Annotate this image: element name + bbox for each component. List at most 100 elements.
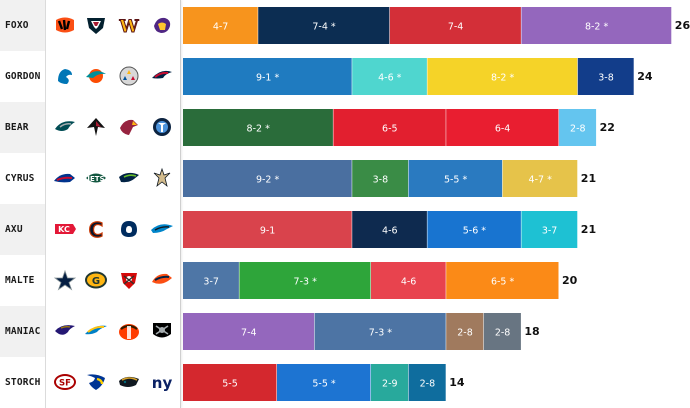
stacked-bar: 4-7 7-4 * 7-4 8-2 *: [183, 7, 672, 44]
segment-label: 3-8: [598, 73, 614, 84]
bar-svg: 3-7 7-3 * 4-6 6-5 *: [183, 262, 559, 299]
bar-segment: [183, 109, 334, 146]
player-name-cell: FOXO: [0, 0, 46, 51]
titans-logo-icon: [149, 116, 175, 138]
bar-segment: [183, 7, 259, 44]
row-total: 20: [562, 274, 578, 287]
segment-label: 3-7: [203, 277, 219, 288]
dolphins-logo-icon: [83, 65, 109, 87]
segment-label: 6-5: [382, 124, 398, 135]
bar-segment: [258, 7, 390, 44]
ravens-logo-icon: [52, 320, 78, 342]
player-name: STORCH: [5, 377, 41, 388]
browns-logo-icon: [116, 320, 142, 342]
bar-segment: [521, 7, 672, 44]
49ers-logo-icon: SF: [52, 371, 78, 393]
player-name-cell: AXU: [0, 204, 46, 255]
player-row: AXU KC C 9-1 4-6 5-6 * 3-7 21: [0, 204, 690, 255]
segment-label: 8-2 *: [491, 73, 515, 84]
player-row: BEAR 8-2 * 6-5 6-4 2-8 22: [0, 102, 690, 153]
bar-segment: [314, 313, 447, 350]
player-row: CYRUS JETS 9-2 * 3-8 5-5 * 4-7 * 21: [0, 153, 690, 204]
row-total: 26: [674, 19, 690, 32]
texans-logo-icon: [83, 14, 109, 36]
jets-logo-icon: JETS: [83, 167, 109, 189]
segment-label: 7-3 *: [294, 277, 318, 288]
segment-label: 6-5 *: [491, 277, 515, 288]
segment-label: 5-5 *: [312, 379, 336, 390]
bar-segment: [371, 262, 447, 299]
bar-segment: [183, 313, 315, 350]
player-row: STORCH SF ny 5-5 5-5 * 2-9 2-8 14: [0, 357, 690, 408]
bar-segment: [446, 313, 484, 350]
bar-segment: [352, 160, 409, 197]
row-total: 21: [580, 223, 597, 236]
stacked-bar: 9-1 4-6 5-6 * 3-7: [183, 211, 578, 248]
bar-segment: [521, 211, 578, 248]
svg-text:W: W: [118, 17, 139, 36]
bar-segment: [183, 58, 353, 95]
stacked-bar: 7-4 7-3 * 2-8 2-8: [183, 313, 522, 350]
bar-segment: [277, 364, 371, 401]
cardinals-logo-icon: [116, 116, 142, 138]
bar-segment: [446, 262, 559, 299]
team-logos: G: [46, 255, 180, 306]
team-logos: JETS: [46, 153, 180, 204]
bar-segment: [577, 58, 635, 95]
player-row: MANIAC 7-4 7-3 * 2-8 2-8 18: [0, 306, 690, 357]
segment-label: 7-4: [448, 22, 464, 33]
rams-logo-icon: [83, 371, 109, 393]
player-name: FOXO: [5, 20, 29, 31]
team-logos: W: [46, 0, 180, 51]
falcons-logo-icon: [83, 116, 109, 138]
raiders-logo-icon: [149, 320, 175, 342]
player-name: CYRUS: [5, 173, 35, 184]
bar-segment: [183, 364, 277, 401]
stacked-bar: 9-2 * 3-8 5-5 * 4-7 *: [183, 160, 578, 197]
stacked-bar: 3-7 7-3 * 4-6 6-5 *: [183, 262, 559, 299]
bar-segment: [408, 364, 447, 401]
segment-label: 4-6 *: [378, 73, 402, 84]
chargers-logo-icon: [83, 320, 109, 342]
stacked-bar: 8-2 * 6-5 6-4 2-8: [183, 109, 597, 146]
bar-segment: [333, 109, 447, 146]
bar-segment: [352, 58, 428, 95]
bengals-logo-icon: [52, 14, 78, 36]
segment-label: 2-9: [382, 379, 398, 390]
segment-label: 7-3 *: [369, 328, 393, 339]
segment-label: 2-8: [457, 328, 473, 339]
bills-logo-icon: [52, 167, 78, 189]
player-name-cell: BEAR: [0, 102, 46, 153]
panthers-logo-icon: [149, 218, 175, 240]
bar-segment: [408, 160, 503, 197]
segment-label: 4-6: [382, 226, 398, 237]
team-logos: [46, 306, 180, 357]
stacked-bar: 5-5 5-5 * 2-9 2-8: [183, 364, 447, 401]
segment-label: 2-8: [570, 124, 586, 135]
bar-segment: [446, 109, 559, 146]
chiefs-logo-icon: KC: [52, 218, 78, 240]
bar-segment: [239, 262, 371, 299]
svg-text:JETS: JETS: [86, 175, 104, 183]
segment-label: 5-6 *: [463, 226, 487, 237]
team-logos: KC C: [46, 204, 180, 255]
player-row: MALTE G 3-7 7-3 * 4-6 6-5 * 20: [0, 255, 690, 306]
segment-label: 9-1: [260, 226, 276, 237]
bar-segment: [427, 211, 522, 248]
player-name-cell: CYRUS: [0, 153, 46, 204]
bar-segment: [352, 211, 428, 248]
segment-label: 9-2 *: [256, 175, 280, 186]
player-name: BEAR: [5, 122, 29, 133]
seahawks-logo-icon: [116, 167, 142, 189]
svg-text:G: G: [92, 276, 100, 287]
player-name: GORDON: [5, 71, 41, 82]
segment-label: 4-6: [401, 277, 417, 288]
bar-segment: [389, 7, 522, 44]
segment-label: 2-8: [495, 328, 511, 339]
player-name-cell: MALTE: [0, 255, 46, 306]
bar-svg: 9-1 4-6 5-6 * 3-7: [183, 211, 578, 248]
jaguars-logo-icon: [116, 371, 142, 393]
segment-label: 4-7 *: [529, 175, 553, 186]
bar-segment: [559, 109, 597, 146]
player-name: MANIAC: [5, 326, 41, 337]
